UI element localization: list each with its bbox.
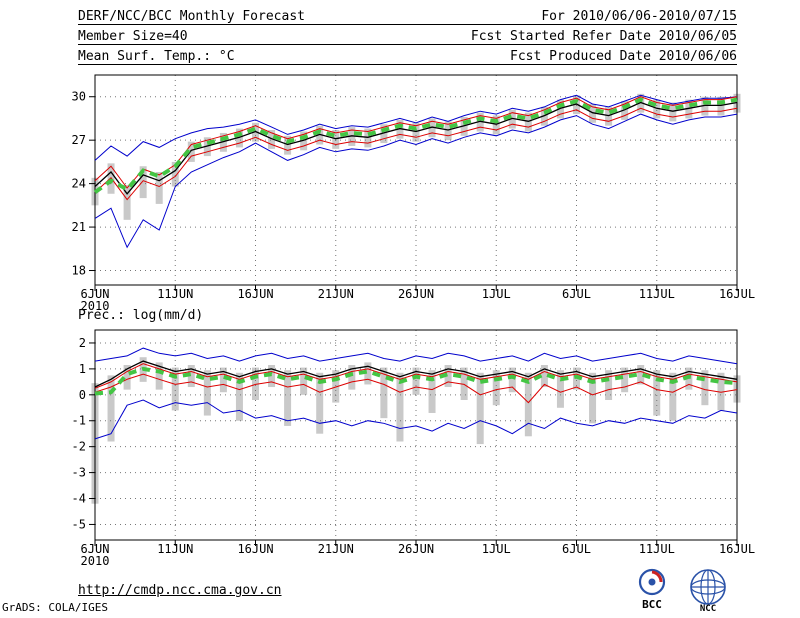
series-ensemble-min [94, 113, 738, 249]
temp-panel-title: Mean Surf. Temp.: °C [78, 49, 235, 64]
series-forecast-highlight [94, 366, 738, 396]
svg-text:21JUN: 21JUN [318, 542, 354, 556]
svg-text:6JUL: 6JUL [562, 542, 591, 556]
ncc-logo-icon: NCC [690, 569, 726, 612]
page-title: DERF/NCC/BCC Monthly Forecast [78, 9, 305, 24]
svg-text:6JUL: 6JUL [562, 287, 591, 301]
svg-text:11JUL: 11JUL [639, 287, 675, 301]
svg-text:26JUN: 26JUN [398, 542, 434, 556]
svg-text:0: 0 [79, 388, 86, 402]
svg-text:16JUN: 16JUN [237, 542, 273, 556]
svg-text:18: 18 [72, 264, 86, 278]
fcst-produced-date: Fcst Produced Date 2010/06/06 [510, 49, 737, 64]
svg-text:11JUN: 11JUN [157, 287, 193, 301]
forecast-period: For 2010/06/06-2010/07/15 [541, 9, 737, 24]
logos: BCC NCC [630, 566, 750, 612]
svg-text:1: 1 [79, 362, 86, 376]
x-axis: 6JUN 11JUN 16JUN 21JUN 26JUN 1JUL 6JUL 11JUL 16J… [81, 285, 755, 313]
svg-text:-2: -2 [72, 440, 86, 454]
svg-text:26JUN: 26JUN [398, 287, 434, 301]
series-ensemble-min [94, 399, 738, 440]
svg-text:2: 2 [79, 336, 86, 350]
svg-text:2010: 2010 [81, 299, 110, 313]
svg-text:6JUN: 6JUN [81, 287, 110, 301]
series-ensemble-max [94, 347, 738, 365]
series-ensemble-mean [94, 360, 738, 388]
fcst-refer-date: Fcst Started Refer Date 2010/06/05 [470, 29, 737, 44]
svg-text:-1: -1 [72, 414, 86, 428]
svg-text:30: 30 [72, 90, 86, 104]
header-row-2: Member Size=40 Fcst Started Refer Date 2… [78, 25, 737, 45]
y-axis: 2 1 0 -1 -2 -3 -4 -5 [72, 336, 95, 531]
series-ensemble-max [94, 94, 738, 161]
svg-text:24: 24 [72, 177, 86, 191]
gridlines [94, 330, 738, 540]
member-size: Member Size=40 [78, 29, 188, 44]
precipitation-chart: 2 1 0 -1 -2 -3 -4 -5 6JUN 11JUN 16JUN 21JUN 26JUN 1JU… [72, 329, 755, 568]
series-forecast-highlight [93, 97, 738, 194]
x-axis: 6JUN 11JUN 16JUN 21JUN 26JUN 1JUL 6JUL 11JUL 16J… [81, 540, 755, 568]
gridlines [94, 75, 738, 285]
header-row-1: DERF/NCC/BCC Monthly Forecast For 2010/0… [78, 5, 737, 25]
series-ensemble-mean [94, 101, 738, 195]
grads-credit: GrADS: COLA/IGES [2, 601, 108, 614]
svg-text:16JUL: 16JUL [719, 542, 755, 556]
svg-text:21: 21 [72, 220, 86, 234]
series-lower-quartile [94, 107, 738, 201]
svg-text:1JUL: 1JUL [482, 542, 511, 556]
y-axis: 30 27 24 21 18 [72, 90, 95, 278]
website-url: http://cmdp.ncc.cma.gov.cn [78, 583, 282, 598]
header-row-3: Mean Surf. Temp.: °C Fcst Produced Date … [78, 45, 737, 65]
series-upper-quartile [94, 96, 738, 189]
svg-text:-3: -3 [72, 466, 86, 480]
precip-panel-title: Prec.: log(mm/d) [78, 308, 204, 323]
svg-text:1JUL: 1JUL [482, 287, 511, 301]
ncc-logo-label: NCC [700, 604, 716, 612]
svg-text:11JUL: 11JUL [639, 542, 675, 556]
bcc-logo-label: BCC [642, 598, 662, 611]
svg-text:-4: -4 [72, 492, 86, 506]
series-upper-quartile [94, 363, 738, 389]
bcc-logo-icon: BCC [638, 568, 666, 611]
svg-text:16JUL: 16JUL [719, 287, 755, 301]
svg-text:11JUN: 11JUN [157, 542, 193, 556]
svg-text:6JUN: 6JUN [81, 542, 110, 556]
svg-text:16JUN: 16JUN [237, 287, 273, 301]
series-lower-quartile [94, 373, 738, 404]
header: DERF/NCC/BCC Monthly Forecast For 2010/0… [78, 5, 737, 65]
svg-text:27: 27 [72, 133, 86, 147]
svg-text:-5: -5 [72, 517, 86, 531]
svg-text:2010: 2010 [81, 554, 110, 568]
svg-text:21JUN: 21JUN [318, 287, 354, 301]
